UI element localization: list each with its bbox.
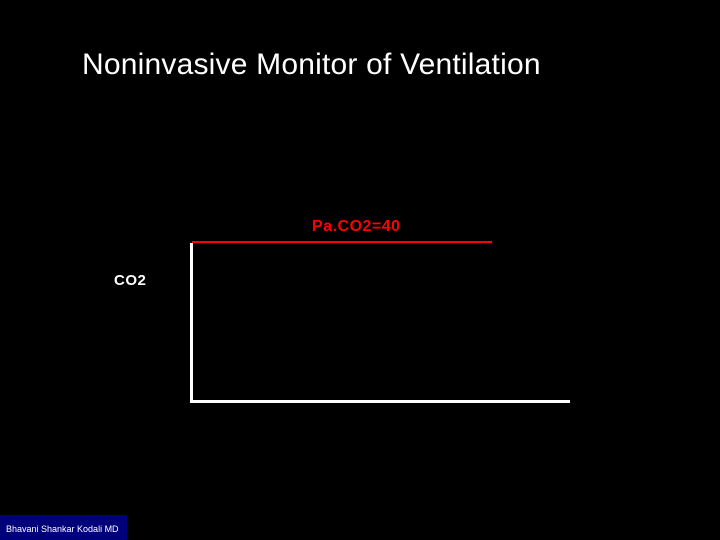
slide-title: Noninvasive Monitor of Ventilation xyxy=(82,48,541,82)
x-axis xyxy=(190,400,570,403)
y-axis-label: CO2 xyxy=(114,272,146,289)
chart-area: Pa.CO2=40 CO2 xyxy=(100,210,570,410)
footer-credit-box: Bhavani Shankar Kodali MD xyxy=(0,515,127,540)
footer-credit-text: Bhavani Shankar Kodali MD xyxy=(6,524,119,534)
reference-line-label: Pa.CO2=40 xyxy=(312,218,401,236)
y-axis xyxy=(190,243,193,403)
reference-line xyxy=(192,241,492,243)
